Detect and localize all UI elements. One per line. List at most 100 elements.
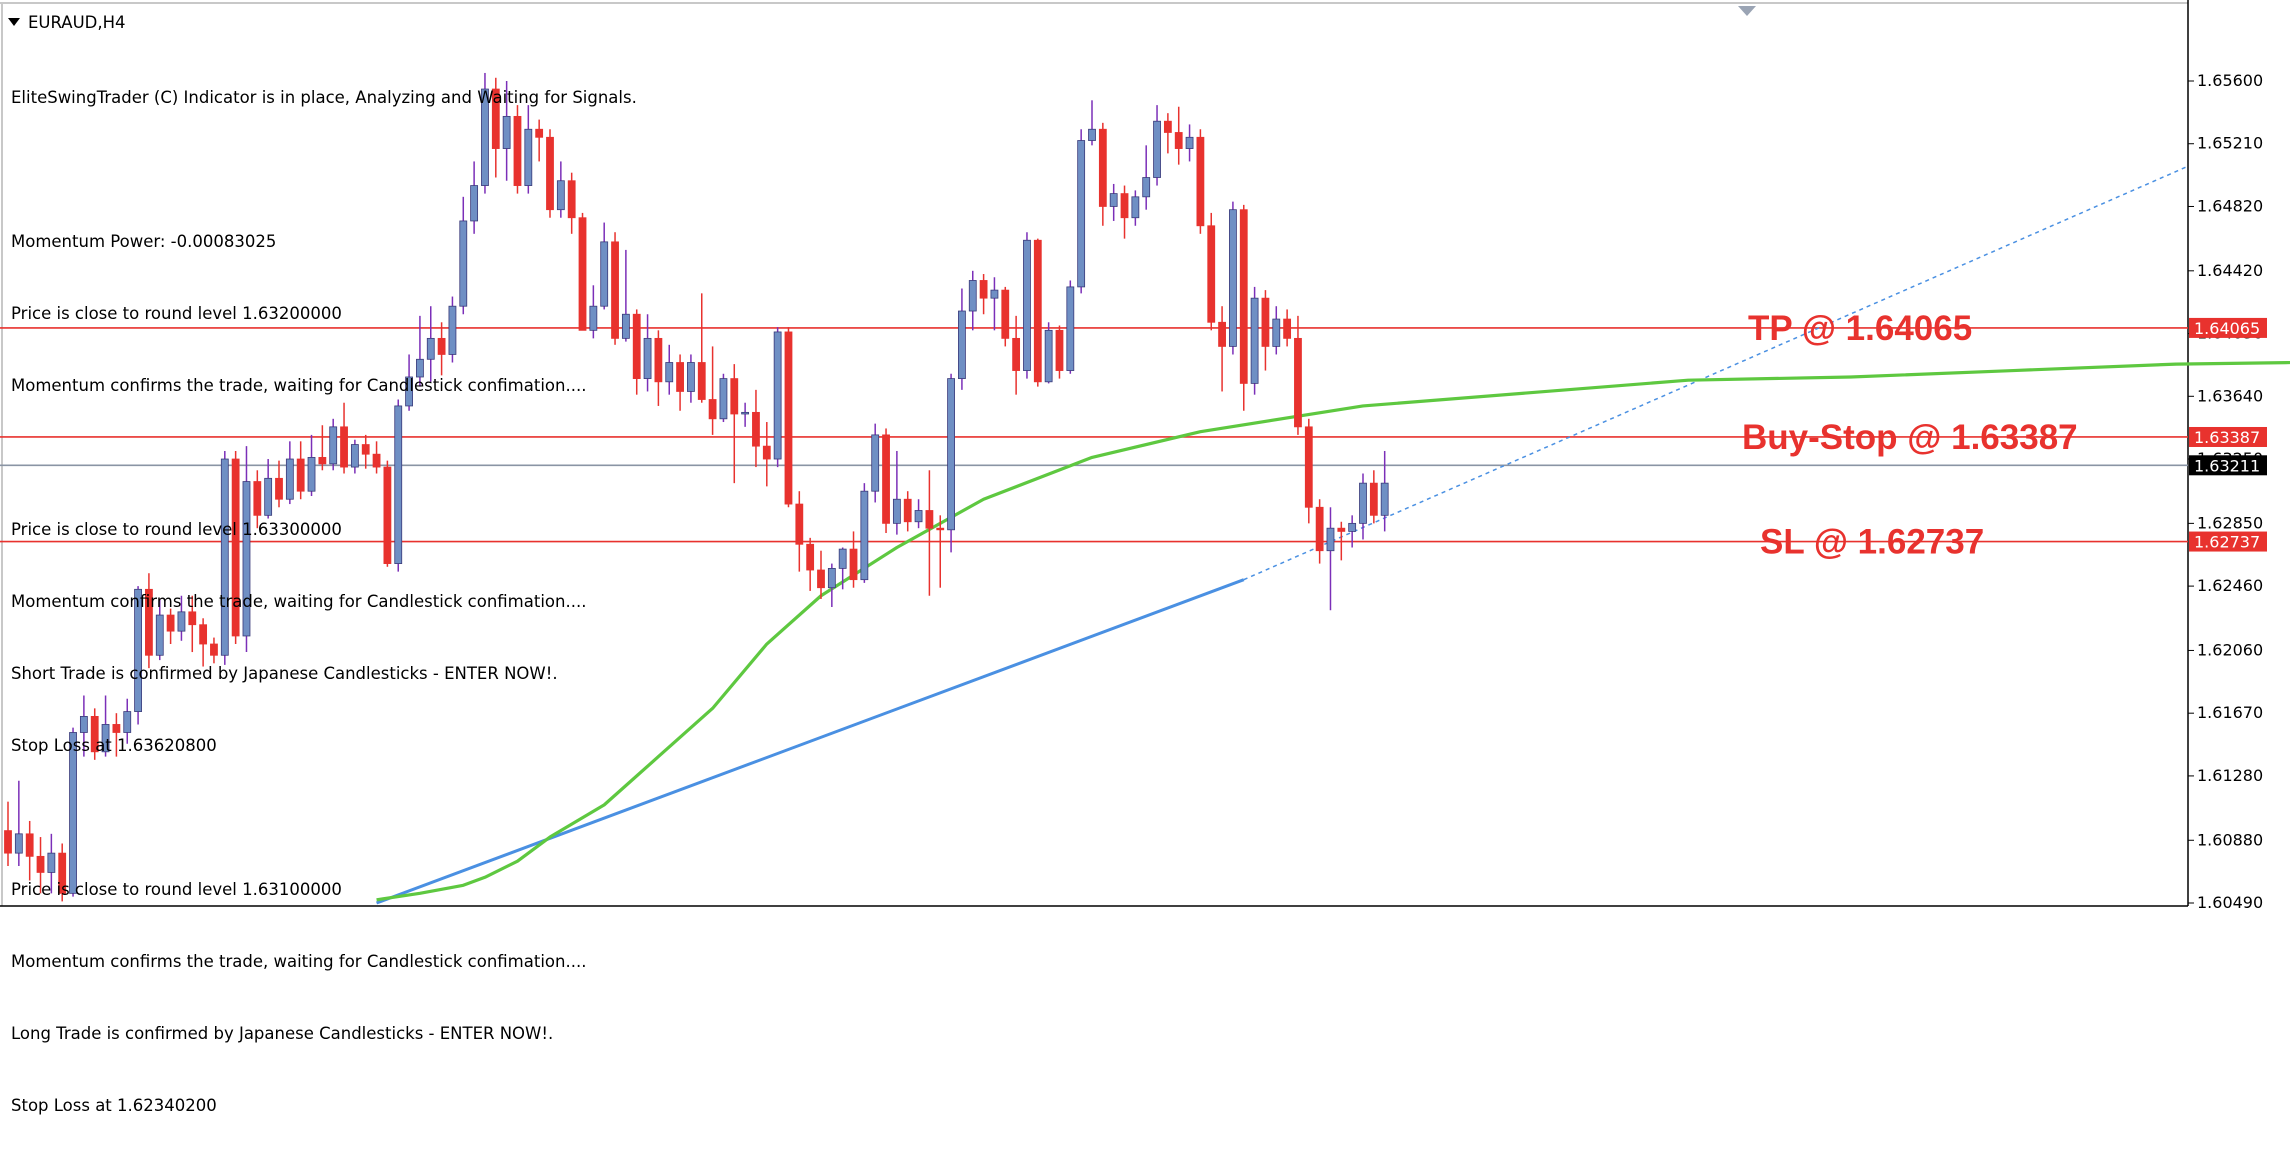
candle-bull bbox=[448, 305, 457, 355]
candle-bull bbox=[600, 241, 609, 307]
candle-bull bbox=[589, 305, 598, 331]
axis-tick-label: 1.64420 bbox=[2197, 261, 2263, 280]
candle-bear bbox=[1315, 506, 1324, 552]
candle-bull bbox=[502, 115, 511, 149]
candle-bear bbox=[1012, 337, 1021, 371]
candle-bull bbox=[1153, 120, 1161, 178]
candle-bear bbox=[1174, 132, 1183, 149]
candle-bear bbox=[979, 280, 988, 299]
candle-bull bbox=[1142, 177, 1151, 198]
axis-tick-label: 1.63640 bbox=[2197, 386, 2263, 405]
candle-bull bbox=[1348, 522, 1357, 532]
trendline-solid bbox=[376, 578, 1245, 905]
candle-bear bbox=[231, 458, 240, 637]
candle-bear bbox=[730, 378, 739, 415]
symbol-title[interactable]: EURAUD,H4 bbox=[8, 13, 126, 32]
candle-bear bbox=[708, 399, 717, 420]
candle-bear bbox=[145, 588, 153, 656]
candle-bear bbox=[199, 624, 208, 645]
candle-bear bbox=[166, 614, 175, 632]
candle-bull bbox=[79, 716, 88, 733]
price-axis[interactable]: 1.656001.652101.648201.644201.640301.636… bbox=[2188, 71, 2267, 910]
candle-bull bbox=[350, 444, 359, 468]
candle-bull bbox=[914, 510, 923, 523]
candle-bear bbox=[784, 331, 793, 505]
candle-bear bbox=[1218, 321, 1226, 347]
candle-bear bbox=[806, 543, 815, 571]
chart-window: TP @ 1.64065 Buy-Stop @ 1.63387 SL @ 1.627… bbox=[0, 0, 2290, 1115]
candle-bull bbox=[329, 426, 338, 465]
buy-stop-annotation: Buy-Stop @ 1.63387 bbox=[1742, 418, 2078, 457]
candle-bear bbox=[611, 241, 619, 339]
candle-bear bbox=[697, 362, 706, 400]
info-line: Price is close to round level 1.63300000 bbox=[11, 520, 342, 539]
candle-bull bbox=[47, 852, 56, 873]
info-line: Momentum confirms the trade, waiting for… bbox=[11, 952, 587, 971]
candle-bull bbox=[307, 457, 316, 492]
candle-bull bbox=[643, 337, 652, 379]
candle-bull bbox=[264, 477, 273, 516]
info-line: EliteSwingTrader (C) Indicator is in pla… bbox=[11, 88, 637, 107]
candle-bear bbox=[383, 466, 392, 564]
candles bbox=[4, 72, 1389, 902]
candle-bear bbox=[567, 180, 576, 219]
candle-bear bbox=[1033, 239, 1042, 383]
axis-tick-label: 1.65600 bbox=[2197, 71, 2263, 90]
candle-bear bbox=[795, 503, 804, 545]
tp-annotation: TP @ 1.64065 bbox=[1748, 309, 1972, 348]
moving-average bbox=[376, 360, 2290, 902]
candle-bull bbox=[719, 378, 728, 420]
candle-bull bbox=[665, 362, 674, 383]
candle-bear bbox=[36, 855, 45, 873]
candle-bull bbox=[1131, 196, 1140, 219]
candle-bear bbox=[112, 724, 121, 733]
candle-bull bbox=[242, 481, 251, 637]
candle-bull bbox=[892, 498, 901, 524]
candle-bull bbox=[1229, 209, 1237, 347]
candle-bear bbox=[25, 833, 34, 857]
info-line-blank bbox=[11, 446, 637, 470]
candle-bear bbox=[491, 88, 500, 149]
info-line: Price is close to round level 1.63100000 bbox=[11, 880, 342, 899]
info-line: Short Trade is confirmed by Japanese Can… bbox=[11, 664, 558, 683]
candle-bull bbox=[416, 358, 424, 378]
candle-bear bbox=[676, 362, 684, 392]
candle-bear bbox=[1207, 225, 1216, 323]
dropdown-icon[interactable] bbox=[8, 17, 20, 26]
candle-bear bbox=[1261, 297, 1270, 347]
candle-bear bbox=[1098, 128, 1107, 207]
candle-bull bbox=[481, 88, 489, 186]
candle-bear bbox=[318, 457, 327, 465]
candle-bull bbox=[470, 185, 479, 222]
candle-bear bbox=[1001, 289, 1010, 339]
chart-background bbox=[0, 0, 2290, 910]
candle-bear bbox=[1196, 136, 1205, 227]
candle-bull bbox=[134, 588, 142, 712]
candle-bull bbox=[1380, 482, 1389, 516]
price-chart[interactable]: TP @ 1.64065 Buy-Stop @ 1.63387 SL @ 1.627… bbox=[0, 0, 2290, 910]
candle-bull bbox=[838, 548, 847, 569]
candle-bull bbox=[1326, 527, 1335, 552]
candle-bull bbox=[155, 614, 164, 656]
candle-bull bbox=[687, 362, 695, 392]
candle-bull bbox=[827, 568, 836, 589]
candle-bear bbox=[546, 136, 554, 211]
trendline bbox=[376, 165, 2189, 905]
candle-bear bbox=[882, 434, 890, 524]
candle-bull bbox=[220, 458, 229, 656]
candle-bull bbox=[990, 289, 999, 299]
sl-annotation: SL @ 1.62737 bbox=[1760, 523, 1984, 562]
trendline-extension bbox=[1243, 165, 2189, 581]
chart-shift-marker-icon[interactable] bbox=[1738, 6, 1756, 16]
sl-price-badge bbox=[2189, 531, 2267, 552]
candle-bear bbox=[1304, 426, 1313, 508]
tp-price-badge bbox=[2189, 317, 2267, 338]
candle-bull bbox=[1250, 297, 1259, 384]
candle-bull bbox=[1088, 128, 1096, 141]
info-line: Momentum confirms the trade, waiting for… bbox=[11, 376, 587, 395]
sl-price-label: 1.62737 bbox=[2194, 533, 2260, 552]
buy-stop-price-label: 1.63387 bbox=[2194, 428, 2260, 447]
axis-tick-label: 1.65210 bbox=[2197, 134, 2263, 153]
candle-bull bbox=[860, 490, 869, 581]
candle-bear bbox=[1163, 120, 1172, 133]
